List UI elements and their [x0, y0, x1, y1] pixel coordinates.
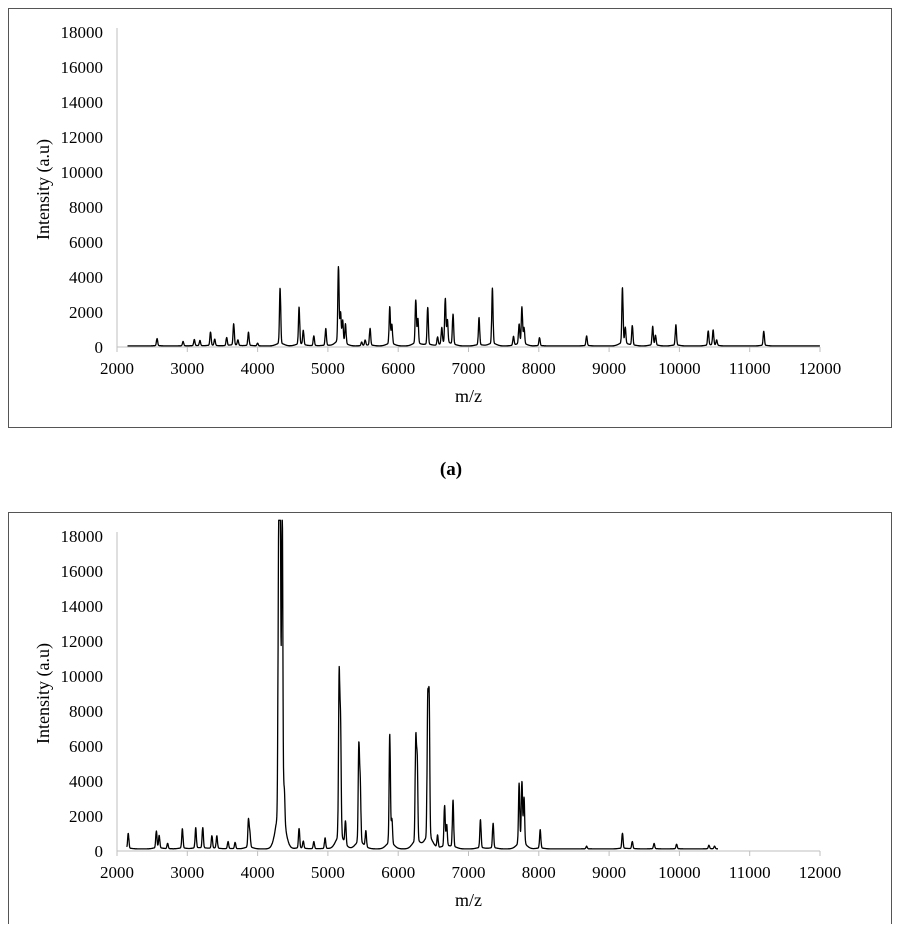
x-tick-label: 2000 [100, 863, 134, 882]
chart-panel-b: 0 2000 4000 6000 8000 10000 12000 14000 16000 180… [8, 512, 892, 924]
y-tick-label: 6000 [69, 737, 103, 756]
x-tick-label: 11000 [729, 863, 771, 882]
y-tick-label: 12000 [61, 128, 104, 147]
y-tick-label: 2000 [69, 807, 103, 826]
spectrum-chart-b: 0 2000 4000 6000 8000 10000 12000 14000 16000 180… [9, 513, 893, 925]
y-tick-label: 10000 [61, 667, 104, 686]
x-tick-label: 7000 [452, 359, 486, 378]
x-tick-label: 7000 [452, 863, 486, 882]
y-tick-label: 10000 [61, 163, 104, 182]
y-tick-label: 18000 [61, 23, 104, 42]
y-tick-label: 18000 [61, 527, 104, 546]
x-tick-label: 10000 [658, 863, 701, 882]
spectrum-line [127, 520, 718, 849]
y-tick-label: 14000 [61, 93, 104, 112]
y-tick-label: 0 [95, 842, 104, 861]
x-tick-label: 8000 [522, 863, 556, 882]
x-tick-label: 4000 [241, 863, 275, 882]
x-tick-label: 12000 [799, 359, 842, 378]
x-tick-label: 5000 [311, 359, 345, 378]
x-tick-label: 6000 [381, 359, 415, 378]
y-tick-label: 16000 [61, 58, 104, 77]
x-tick-label: 9000 [592, 863, 626, 882]
x-tick-label: 10000 [658, 359, 701, 378]
x-tick-label: 4000 [241, 359, 275, 378]
x-tick-label: 3000 [170, 359, 204, 378]
panel-label-a: (a) [0, 459, 902, 481]
spectrum-chart-a: 0 2000 4000 6000 8000 10000 12000 14000 16000 180… [9, 9, 893, 429]
x-tick-label: 3000 [170, 863, 204, 882]
y-tick-label: 6000 [69, 233, 103, 252]
y-tick-label: 4000 [69, 772, 103, 791]
x-axis-title: m/z [455, 890, 482, 910]
x-tick-label: 2000 [100, 359, 134, 378]
chart-panel-a: 0 2000 4000 6000 8000 10000 12000 14000 16000 180… [8, 8, 892, 428]
y-axis-title: Intensity (a.u) [33, 139, 54, 240]
y-tick-label: 8000 [69, 198, 103, 217]
y-tick-label: 4000 [69, 268, 103, 287]
x-tick-label: 5000 [311, 863, 345, 882]
y-axis-title: Intensity (a.u) [33, 643, 54, 744]
x-tick-label: 12000 [799, 863, 842, 882]
x-tick-label: 8000 [522, 359, 556, 378]
x-axis-title: m/z [455, 386, 482, 406]
x-tick-label: 9000 [592, 359, 626, 378]
y-tick-label: 12000 [61, 632, 104, 651]
y-tick-label: 14000 [61, 597, 104, 616]
y-tick-label: 0 [95, 338, 104, 357]
y-tick-label: 16000 [61, 562, 104, 581]
y-tick-label: 8000 [69, 702, 103, 721]
y-tick-label: 2000 [69, 303, 103, 322]
x-tick-label: 6000 [381, 863, 415, 882]
x-tick-label: 11000 [729, 359, 771, 378]
spectrum-line [128, 267, 820, 346]
